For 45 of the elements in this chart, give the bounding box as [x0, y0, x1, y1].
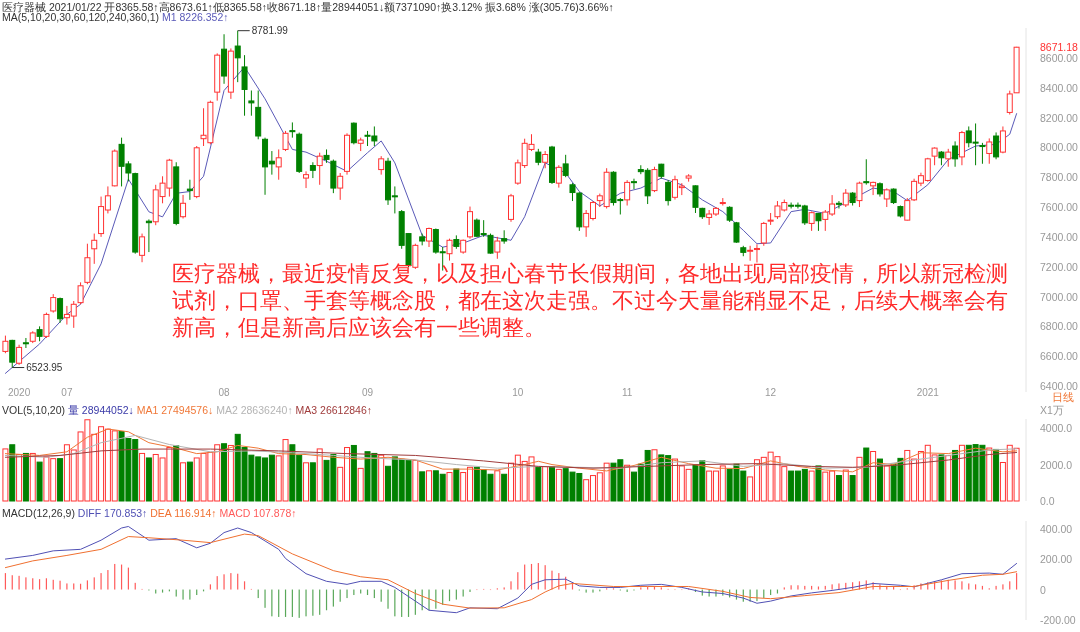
legend-title: VOL(5,10,20) — [2, 404, 68, 416]
y-axis-title: X1万 — [1040, 404, 1064, 416]
y-tick-label: 8200.00 — [1040, 111, 1079, 124]
y-tick-label: 200.00 — [1040, 553, 1073, 566]
x-tick-label: 10 — [512, 386, 524, 398]
y-tick-label: 6400.00 — [1040, 380, 1079, 393]
series-label: 量 28944052↓ — [67, 404, 137, 416]
y-tick-label: 8000.00 — [1040, 141, 1079, 154]
x-tick-label: 07 — [61, 386, 73, 398]
y-tick-label: 8600.00 — [1040, 51, 1079, 64]
chart-title: 医疗器械 2021/01/22 开8365.58↑高8673.61↑低8365.58↑收8671.18↑量28944051↓额7371090↑换3.12% 振3.68% 涨(305.76)3.66%↑ — [2, 1, 614, 13]
x-tick-label: 11 — [621, 386, 633, 398]
annotation: 8781.99 — [251, 25, 289, 37]
text: 8671.18 — [1040, 41, 1079, 54]
y-tick-label: 8400.00 — [1040, 81, 1079, 94]
y-tick-label: -200.00 — [1040, 614, 1076, 626]
series-label: DIFF 170.853↑ — [77, 507, 151, 519]
y-tick-label: 6600.00 — [1040, 350, 1079, 363]
text: MACD 107.878↑ — [219, 507, 297, 519]
x-tick-label: 09 — [361, 386, 374, 398]
x-tick-label: 08 — [218, 386, 231, 398]
y-tick-label: 0.0 — [1040, 495, 1055, 507]
y-tick-label: 0 — [1040, 583, 1046, 596]
y-tick-label: 6800.00 — [1040, 320, 1079, 333]
x-tick-label: 2021 — [916, 386, 940, 398]
y-tick-label: 2000.0 — [1040, 458, 1073, 471]
y-tick-label: 7400.00 — [1040, 230, 1079, 243]
series-label: DEA 116.914↑ — [150, 507, 220, 519]
x-tick-label: 12 — [765, 386, 777, 398]
text: M1 8226.352↑ — [161, 11, 229, 23]
y-tick-label: 7200.00 — [1040, 260, 1079, 273]
text: 日线 — [1052, 391, 1074, 403]
y-tick-label: 7600.00 — [1040, 201, 1079, 214]
legend-title: MACD(12,26,9) — [2, 507, 78, 519]
x-tick-label: 2020 — [7, 386, 31, 398]
y-tick-label: 7800.00 — [1040, 171, 1079, 184]
text: MA3 26612846↑ — [295, 404, 373, 416]
legend-title: MA(5,10,20,30,60,120,240,360,1) — [2, 11, 162, 23]
series-label: MA1 27494576↓ — [136, 404, 217, 416]
annotation: 6523.95 — [26, 362, 63, 374]
y-tick-label: 400.00 — [1040, 522, 1073, 535]
y-tick-label: 4000.0 — [1040, 422, 1073, 435]
annotation: 医疗器械，最近疫情反复，以及担心春节长假期间，各地出现局部疫情，所以新冠检测试剂，口罩、手套等概念股，都在这次走强。不过今天量能稍显不足，后续大概率会有新高，但是新高后应该会有一些调整。 — [172, 260, 1009, 341]
text: MA2 28636240↑ — [216, 404, 296, 416]
y-tick-label: 7000.00 — [1040, 290, 1079, 303]
